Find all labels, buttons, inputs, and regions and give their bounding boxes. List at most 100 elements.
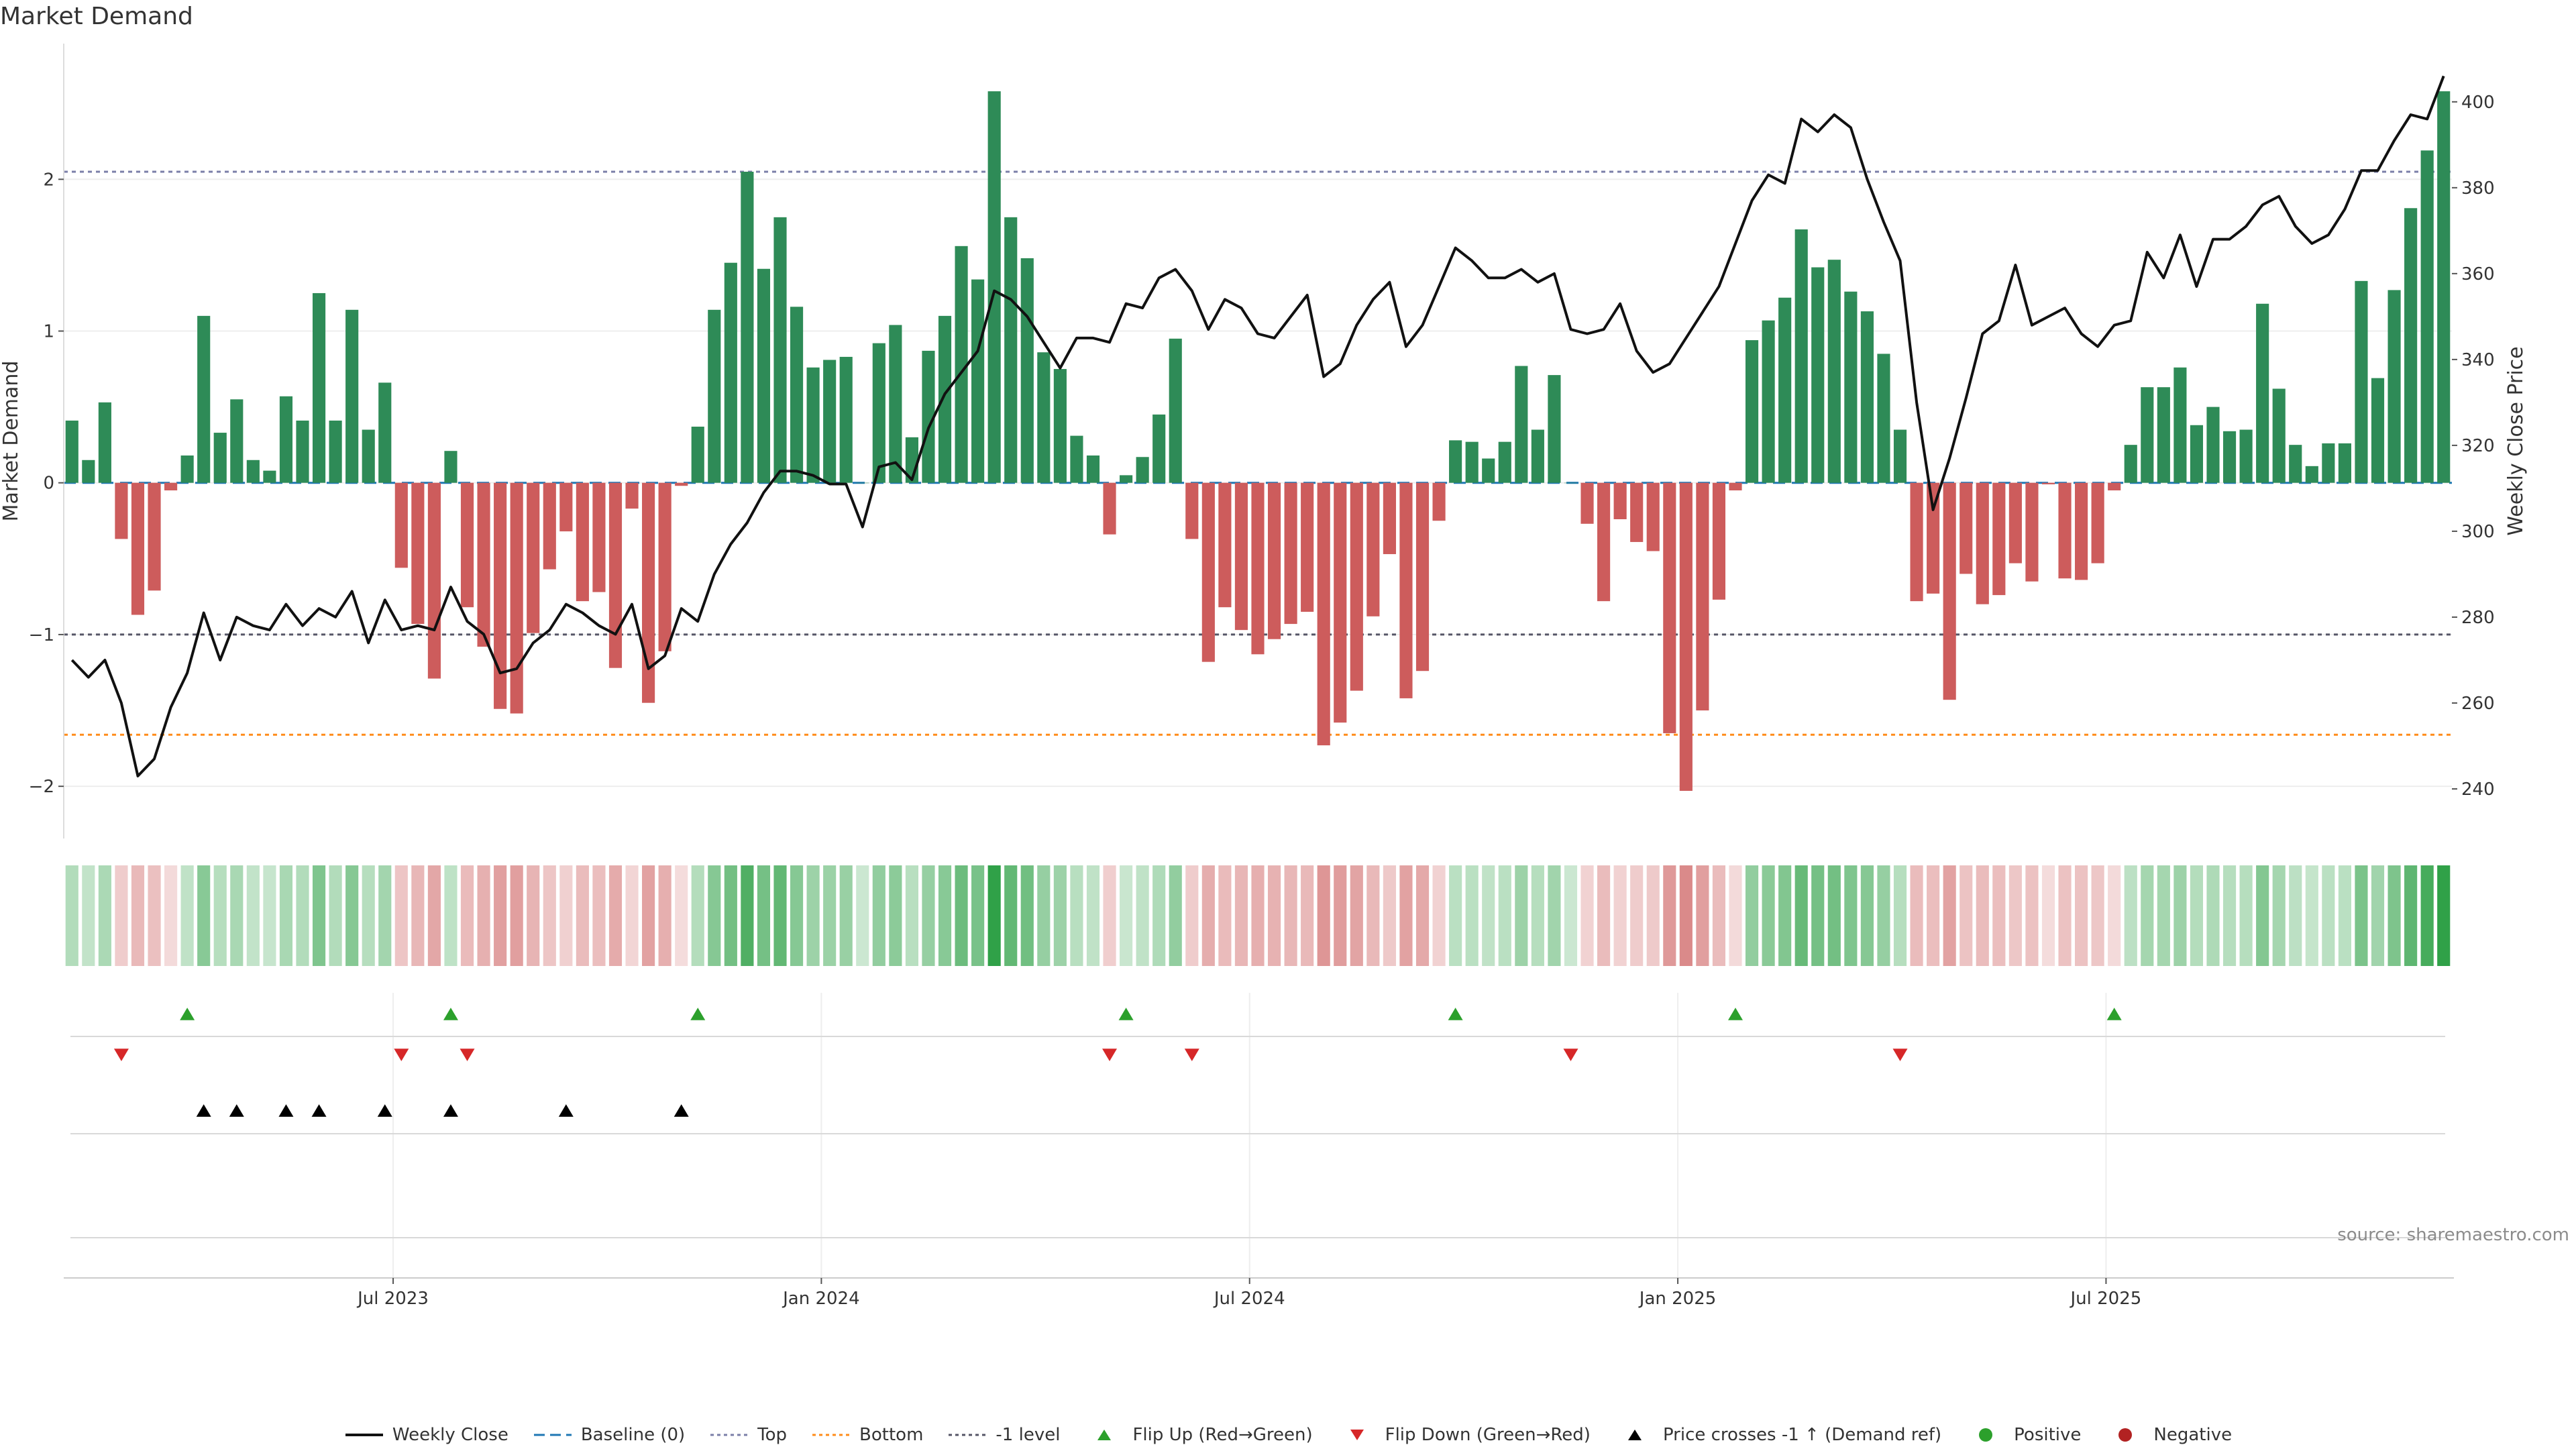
demand-bar bbox=[1366, 482, 1380, 616]
demand-bar bbox=[839, 356, 853, 483]
heat-cell bbox=[1415, 865, 1430, 966]
heat-cell bbox=[477, 865, 490, 966]
heat-cell bbox=[2289, 865, 2302, 966]
demand-bar bbox=[1086, 455, 1100, 483]
heat-cell bbox=[1679, 865, 1693, 966]
flip-down-marker bbox=[460, 1049, 475, 1061]
heat-cell bbox=[2272, 865, 2286, 966]
heat-cell bbox=[98, 865, 111, 966]
heat-cell bbox=[1070, 865, 1083, 966]
demand-bar bbox=[1976, 482, 1989, 604]
heat-cell bbox=[2025, 865, 2039, 966]
demand-bar bbox=[494, 482, 507, 709]
heat-cell bbox=[148, 865, 161, 966]
y-tick-label-left: 2 bbox=[43, 170, 54, 190]
demand-bar bbox=[1580, 482, 1594, 524]
price-line bbox=[70, 75, 2445, 777]
demand-bar bbox=[1053, 369, 1067, 483]
legend-item-baseline: Baseline (0) bbox=[533, 1425, 685, 1445]
demand-bar bbox=[2041, 482, 2055, 484]
demand-bar bbox=[1350, 482, 1363, 691]
heat-cell bbox=[1482, 865, 1495, 966]
demand-bar bbox=[806, 367, 820, 483]
flip-down-marker bbox=[1184, 1049, 1199, 1061]
heat-cell bbox=[905, 865, 918, 966]
heat-cell bbox=[1712, 865, 1726, 966]
heat-cell bbox=[180, 865, 194, 966]
heat-cell bbox=[2108, 865, 2121, 966]
heat-cell bbox=[1630, 865, 1644, 966]
heat-cell bbox=[494, 865, 507, 966]
heat-cell bbox=[608, 865, 623, 966]
heat-cell bbox=[1366, 865, 1380, 966]
legend-item-pos-dot: Positive bbox=[1966, 1425, 2081, 1445]
demand-bar bbox=[576, 482, 589, 602]
demand-bar bbox=[675, 482, 688, 486]
flip-down-marker bbox=[1892, 1049, 1908, 1061]
y-tick-label-right: 400 bbox=[2461, 93, 2495, 113]
heat-cell bbox=[1762, 865, 1775, 966]
heat-cell bbox=[741, 865, 754, 966]
heat-cell bbox=[131, 865, 145, 966]
demand-bar bbox=[757, 268, 771, 483]
demand-bar bbox=[2075, 482, 2088, 580]
demand-bar bbox=[1317, 482, 1330, 746]
heat-cell bbox=[856, 865, 869, 966]
demand-bar bbox=[378, 382, 392, 483]
demand-bar bbox=[625, 482, 639, 509]
demand-bar bbox=[2206, 407, 2220, 483]
heat-cell bbox=[872, 865, 885, 966]
heat-cell bbox=[1976, 865, 1989, 966]
demand-bar bbox=[658, 482, 672, 651]
demand-bar bbox=[773, 217, 787, 483]
heat-cell bbox=[724, 865, 737, 966]
demand-bar bbox=[1960, 482, 1973, 574]
price-cross-marker bbox=[311, 1104, 327, 1117]
y-tick-label-right: 360 bbox=[2461, 264, 2495, 284]
heat-cell bbox=[1449, 865, 1462, 966]
demand-bar bbox=[1712, 482, 1726, 600]
heat-cell bbox=[2387, 865, 2401, 966]
demand-bar bbox=[148, 482, 161, 591]
y-tick-label-left: 1 bbox=[43, 321, 54, 341]
legend-label: Price crosses -1 ↑ (Demand ref) bbox=[1662, 1425, 1942, 1445]
demand-bar bbox=[691, 427, 704, 483]
heat-cell bbox=[1696, 865, 1709, 966]
demand-bar bbox=[263, 470, 276, 483]
demand-bar bbox=[2108, 482, 2121, 491]
heat-cell bbox=[1794, 865, 1808, 966]
demand-bar bbox=[872, 343, 885, 483]
demand-bar bbox=[1037, 352, 1051, 483]
demand-bar bbox=[724, 262, 737, 483]
demand-bar bbox=[1136, 457, 1149, 483]
heat-cell bbox=[2075, 865, 2088, 966]
y-tick-label-left: −2 bbox=[29, 777, 54, 797]
demand-bar bbox=[2124, 445, 2137, 483]
price-cross-marker bbox=[278, 1104, 294, 1117]
flip-up-marker bbox=[690, 1008, 706, 1020]
demand-bar bbox=[477, 482, 490, 647]
heat-cell bbox=[543, 865, 556, 966]
demand-bar bbox=[2322, 443, 2335, 483]
demand-bar bbox=[708, 309, 721, 483]
demand-bar bbox=[1613, 482, 1627, 519]
price-cross-marker bbox=[674, 1104, 689, 1117]
demand-bar bbox=[411, 482, 425, 625]
heat-cell bbox=[559, 865, 573, 966]
demand-bar bbox=[2091, 482, 2104, 564]
demand-bar bbox=[362, 429, 375, 483]
legend-symbol bbox=[533, 1427, 573, 1443]
heat-cell bbox=[2141, 865, 2154, 966]
legend-item-neg-dot: Negative bbox=[2105, 1425, 2232, 1445]
demand-bar bbox=[1992, 482, 2006, 596]
heat-cell bbox=[444, 865, 458, 966]
demand-bar bbox=[1334, 482, 1347, 723]
y-tick-label-right: 380 bbox=[2461, 178, 2495, 199]
legend-item-cross: Price crosses -1 ↑ (Demand ref) bbox=[1615, 1425, 1941, 1445]
price-cross-marker bbox=[558, 1104, 574, 1117]
flip-up-marker bbox=[2106, 1008, 2122, 1020]
heat-cell bbox=[362, 865, 375, 966]
demand-bar bbox=[2305, 466, 2318, 483]
demand-bar bbox=[213, 433, 227, 483]
legend-symbol bbox=[709, 1427, 749, 1443]
